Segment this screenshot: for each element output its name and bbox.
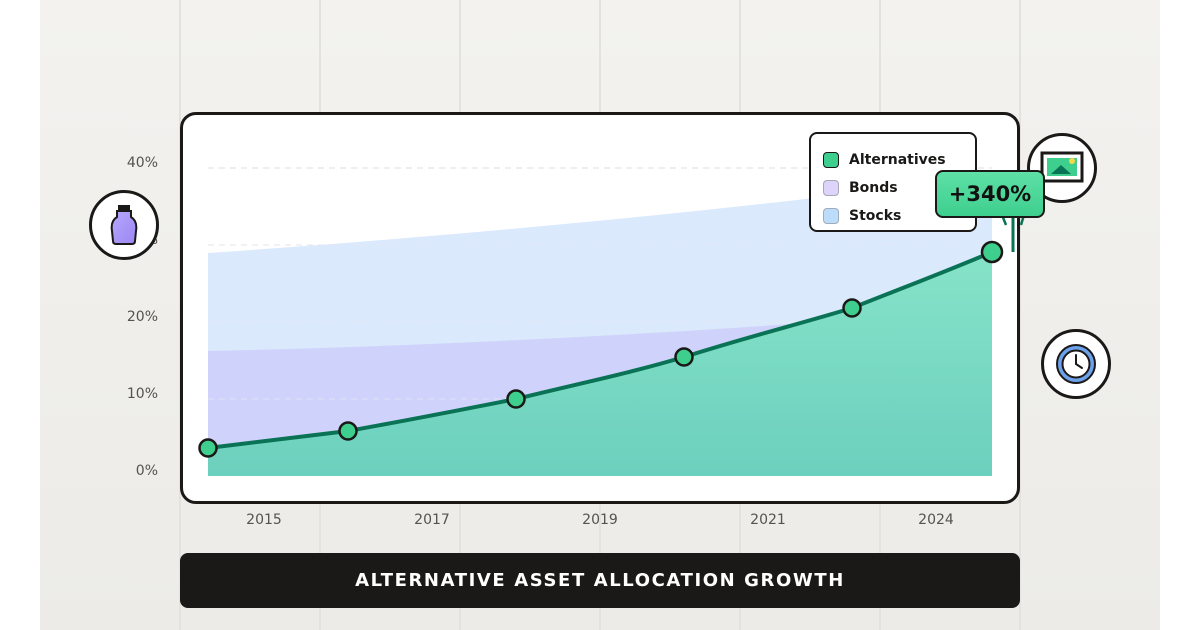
data-point-2018 xyxy=(506,389,526,409)
background-stripe xyxy=(1019,0,1021,630)
bonds-swatch-icon xyxy=(823,180,839,196)
alternatives-swatch-icon xyxy=(823,152,839,168)
x-tick-2017: 2017 xyxy=(414,512,450,528)
clock-icon-badge xyxy=(1041,329,1111,399)
stocks-swatch-icon xyxy=(823,208,839,224)
x-tick-2021: 2021 xyxy=(750,512,786,528)
y-tick-20: 20% xyxy=(126,309,158,325)
jar-icon-badge xyxy=(89,190,159,260)
legend-label: Alternatives xyxy=(849,152,946,168)
chart-title: ALTERNATIVE ASSET ALLOCATION GROWTH xyxy=(355,570,845,591)
x-tick-2015: 2015 xyxy=(246,512,282,528)
alternatives-area xyxy=(208,252,992,476)
legend-item-stocks[interactable]: Stocks xyxy=(823,206,901,226)
jar-icon xyxy=(110,205,138,245)
growth-badge: +340% xyxy=(935,170,1045,218)
clock-icon xyxy=(1056,344,1096,384)
data-point-2024 xyxy=(980,240,1004,264)
y-tick-40: 40% xyxy=(126,155,158,171)
title-banner: ALTERNATIVE ASSET ALLOCATION GROWTH xyxy=(180,553,1020,608)
y-tick-10: 10% xyxy=(126,386,158,402)
image-icon-badge xyxy=(1027,133,1097,203)
legend-item-bonds[interactable]: Bonds xyxy=(823,178,898,198)
data-point-2019 xyxy=(674,347,694,367)
x-tick-2019: 2019 xyxy=(582,512,618,528)
data-point-2015 xyxy=(198,438,218,458)
image-icon xyxy=(1040,151,1084,183)
y-tick-0: 0% xyxy=(135,463,158,479)
legend-label: Bonds xyxy=(849,180,898,196)
legend-label: Stocks xyxy=(849,208,902,224)
data-point-2016 xyxy=(338,421,358,441)
legend-item-alternatives[interactable]: Alternatives xyxy=(823,150,946,170)
data-point-2021 xyxy=(842,298,862,318)
x-tick-2024: 2024 xyxy=(918,512,954,528)
